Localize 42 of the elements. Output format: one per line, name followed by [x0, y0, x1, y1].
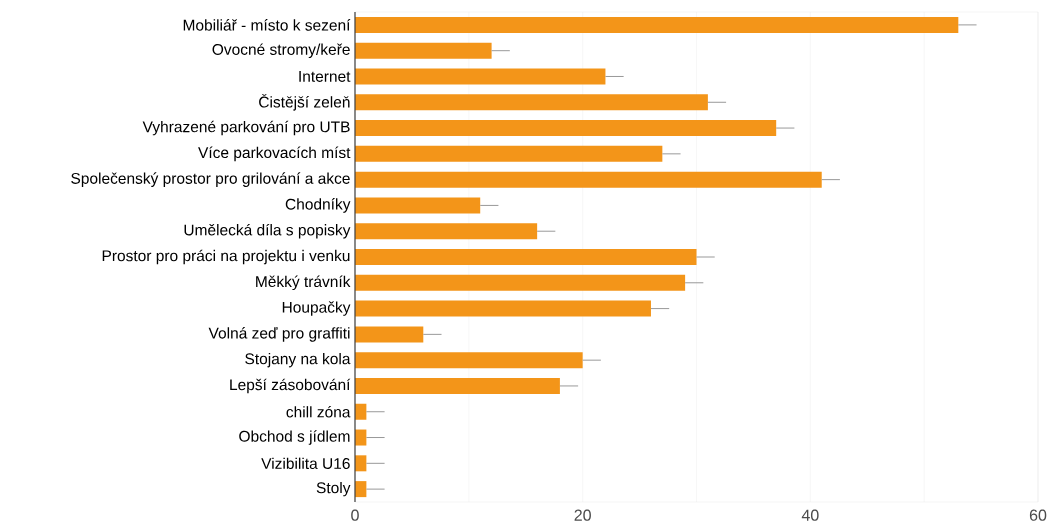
y-tick-label: Mobiliář - místo k sezení — [183, 19, 351, 31]
y-tick-label: Obchod s jídlem — [239, 430, 350, 445]
x-tick-label: 0 — [351, 509, 359, 521]
y-tick-label: Chodníky — [285, 198, 351, 213]
bar — [355, 42, 492, 59]
bar — [355, 223, 538, 240]
y-tick-label: Vyhrazené parkování pro UTB — [142, 120, 350, 136]
y-tick-label: Stoly — [316, 481, 351, 497]
bar — [355, 377, 560, 394]
bar — [355, 249, 697, 265]
bar — [355, 429, 367, 446]
bar — [355, 171, 822, 188]
bar — [355, 16, 959, 33]
bar — [355, 352, 583, 369]
x-tick-label: 40 — [801, 509, 819, 521]
y-tick-label: Volná zeď pro graffiti — [208, 327, 350, 342]
bar — [355, 455, 367, 472]
bar — [355, 481, 367, 498]
y-tick-label: Umělecká díla s popisky — [184, 223, 351, 239]
bar — [355, 120, 777, 137]
bar — [355, 403, 367, 420]
y-tick-label: Více parkovacích míst — [198, 146, 351, 162]
y-tick-label: Stojany na kola — [245, 352, 351, 368]
bar — [355, 68, 606, 85]
y-tick-label: Houpačky — [282, 301, 351, 316]
y-tick-label: Společenský prostor pro grilování a akce — [71, 172, 350, 187]
bar — [355, 326, 424, 343]
bar — [355, 94, 708, 111]
y-tick-label: Prostor pro práci na projektu i venku — [102, 249, 350, 265]
x-tick-label: 20 — [574, 509, 591, 521]
bar — [355, 274, 686, 291]
y-tick-label: Ovocné stromy/keře — [212, 43, 350, 58]
y-tick-label: Čistější zeleň — [259, 93, 350, 111]
y-tick-label: Měkký trávník — [256, 275, 351, 291]
bar — [355, 197, 481, 214]
x-tick-label: 60 — [1029, 509, 1047, 521]
bar — [355, 300, 651, 317]
y-tick-label: Lepší zásobování — [230, 378, 351, 394]
bar — [355, 145, 663, 162]
y-tick-label: Vizibilita U16 — [261, 457, 350, 470]
y-tick-label: chill zóna — [286, 405, 351, 418]
y-tick-label: Internet — [299, 71, 351, 82]
